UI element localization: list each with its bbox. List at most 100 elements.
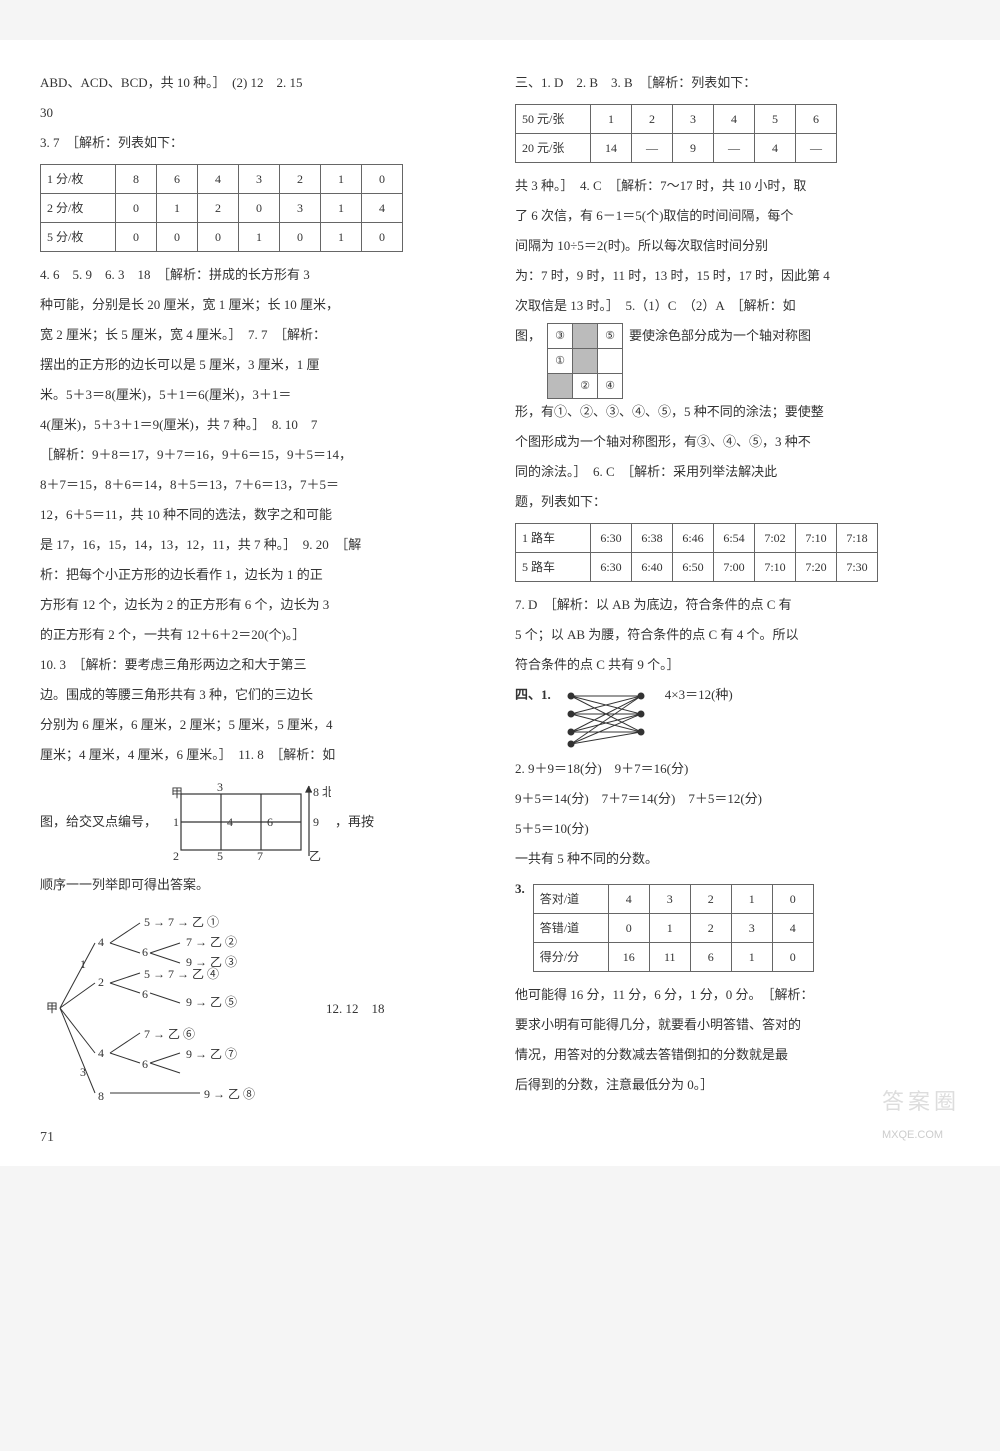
table-bus: 1 路车 6:30 6:38 6:46 6:54 7:02 7:10 7:18 … [515, 523, 878, 582]
cell: 0 [157, 223, 198, 252]
text: 10. 3 ［解析：要考虑三角形两边之和大于第三 [40, 652, 485, 678]
cell: ② [573, 374, 598, 399]
text: 是 17，16，15，14，13，12，11，共 7 种。］ 9. 20 ［解 [40, 532, 485, 558]
cell: 0 [280, 223, 321, 252]
svg-text:1: 1 [173, 815, 179, 829]
text: 4. 6 5. 9 6. 3 18 ［解析：拼成的长方形有 3 [40, 262, 485, 288]
cell: 答错/道 [533, 914, 608, 943]
cell: 7:30 [837, 553, 878, 582]
text: 8＋7＝15，8＋6＝14，8＋5＝13，7＋6＝13，7＋5＝ [40, 472, 485, 498]
shade-row: 图， ③ ⑤ ① ② ④ 要使涂色部分成为一个轴对称图 [515, 323, 960, 399]
text: 摆出的正方形的边长可以是 5 厘米，3 厘米，1 厘 [40, 352, 485, 378]
grid-diagram: 甲 3 8 北 1 4 6 9 2 5 7 乙 [161, 778, 331, 864]
text: 7. D ［解析：以 AB 为底边，符合条件的点 C 有 [515, 592, 960, 618]
tree-row: 甲 4 2 4 8 3 1 5 → 7 → 乙 ① 6 7 → 乙 ② 9 → … [40, 902, 485, 1116]
q3-row: 3. 答对/道 4 3 2 1 0 答错/道 0 1 2 3 4 [515, 876, 960, 982]
text: 方形有 12 个，边长为 2 的正方形有 6 个，边长为 3 [40, 592, 485, 618]
text: ［解析：9＋8＝17，9＋7＝16，9＋6＝15，9＋5＝14， [40, 442, 485, 468]
shade-grid: ③ ⑤ ① ② ④ [547, 323, 623, 399]
text: 共 3 种。］ 4. C ［解析：7～17 时，共 10 小时，取 [515, 173, 960, 199]
text: 12. 12 18 [326, 996, 385, 1022]
table-coins: 1 分/枚 8 6 4 3 2 1 0 2 分/枚 0 1 2 0 3 1 4 … [40, 164, 403, 252]
cell: 14 [591, 134, 632, 163]
cell: 50 元/张 [516, 105, 591, 134]
svg-text:9 → 乙 ⑧: 9 → 乙 ⑧ [204, 1087, 255, 1101]
table-row: 1 路车 6:30 6:38 6:46 6:54 7:02 7:10 7:18 [516, 524, 878, 553]
page-number: 71 [40, 1124, 54, 1152]
svg-text:5 → 7 → 乙 ④: 5 → 7 → 乙 ④ [144, 967, 219, 981]
text: 米。5＋3＝8(厘米)，5＋1＝6(厘米)，3＋1＝ [40, 382, 485, 408]
cell [598, 349, 623, 374]
cell: ③ [548, 324, 573, 349]
table-row: 5 分/枚 0 0 0 1 0 1 0 [41, 223, 403, 252]
text: 三、1. D 2. B 3. B ［解析：列表如下： [515, 70, 960, 96]
cell: 得分/分 [533, 943, 608, 972]
cell: 0 [362, 165, 403, 194]
watermark-url: MXQE.COM [882, 1124, 960, 1146]
text: 图，给交叉点编号， [40, 809, 157, 835]
grid-diagram-row: 图，给交叉点编号， 甲 3 8 北 1 4 6 9 [40, 772, 485, 872]
cell: 3 [649, 885, 690, 914]
cell: 0 [608, 914, 649, 943]
table-row: 答错/道 0 1 2 3 4 [533, 914, 813, 943]
cell: 6:30 [591, 553, 632, 582]
cell: 1 分/枚 [41, 165, 116, 194]
cell-shaded [573, 324, 598, 349]
cell: 1 [649, 914, 690, 943]
cell: 1 [321, 223, 362, 252]
table-score: 答对/道 4 3 2 1 0 答错/道 0 1 2 3 4 得分/分 [533, 884, 814, 972]
text: 情况，用答对的分数减去答错倒扣的分数就是最 [515, 1042, 960, 1068]
cell: — [714, 134, 755, 163]
table-row: 5 路车 6:30 6:40 6:50 7:00 7:10 7:20 7:30 [516, 553, 878, 582]
text: 四、1. [515, 682, 551, 708]
cell: 2 [690, 885, 731, 914]
text: 2. 9＋9＝18(分) 9＋7＝16(分) [515, 756, 960, 782]
cell: 1 [731, 885, 772, 914]
cell: 6:38 [632, 524, 673, 553]
table-row: 2 分/枚 0 1 2 0 3 1 4 [41, 194, 403, 223]
svg-text:5 → 7 → 乙 ①: 5 → 7 → 乙 ① [144, 915, 219, 929]
text: ，再按 [335, 809, 374, 835]
svg-text:7: 7 [257, 849, 263, 863]
cell: 4 [714, 105, 755, 134]
cell: 答对/道 [533, 885, 608, 914]
cell-shaded [548, 374, 573, 399]
text: 4×3＝12(种) [665, 682, 733, 708]
text: 间隔为 10÷5＝2(时)。所以每次取信时间分别 [515, 233, 960, 259]
cell: 0 [239, 194, 280, 223]
text: 5＋5＝10(分) [515, 816, 960, 842]
cell: 0 [772, 885, 813, 914]
table-row: 1 分/枚 8 6 4 3 2 1 0 [41, 165, 403, 194]
svg-text:8 北: 8 北 [313, 785, 331, 799]
cell: ① [548, 349, 573, 374]
text: 要求小明有可能得几分，就要看小明答错、答对的 [515, 1012, 960, 1038]
bipartite-icon [563, 688, 653, 748]
right-column: 三、1. D 2. B 3. B ［解析：列表如下： 50 元/张 1 2 3 … [515, 70, 960, 1116]
svg-text:9: 9 [313, 815, 319, 829]
cell: 3 [673, 105, 714, 134]
svg-text:6: 6 [142, 987, 148, 1001]
cell: 0 [116, 223, 157, 252]
table-row: 答对/道 4 3 2 1 0 [533, 885, 813, 914]
cell: 0 [116, 194, 157, 223]
svg-text:7 → 乙 ②: 7 → 乙 ② [186, 935, 237, 949]
text: 3. [515, 876, 525, 902]
cell: 6 [690, 943, 731, 972]
cell: 1 [321, 165, 362, 194]
cell: 16 [608, 943, 649, 972]
cell: 0 [198, 223, 239, 252]
text: 符合条件的点 C 共有 9 个。］ [515, 652, 960, 678]
table-row: 得分/分 16 11 6 1 0 [533, 943, 813, 972]
text: 种可能，分别是长 20 厘米，宽 1 厘米；长 10 厘米， [40, 292, 485, 318]
cell: 7:00 [714, 553, 755, 582]
text: 形，有①、②、③、④、⑤，5 种不同的涂法；要使整 [515, 399, 960, 425]
svg-text:2: 2 [98, 975, 104, 989]
cell: 1 [731, 943, 772, 972]
cell: 5 [755, 105, 796, 134]
cell: 7:10 [755, 553, 796, 582]
cell: 6:30 [591, 524, 632, 553]
cell: 1 路车 [516, 524, 591, 553]
cell: 2 分/枚 [41, 194, 116, 223]
cell-shaded [573, 349, 598, 374]
cell: 3 [731, 914, 772, 943]
